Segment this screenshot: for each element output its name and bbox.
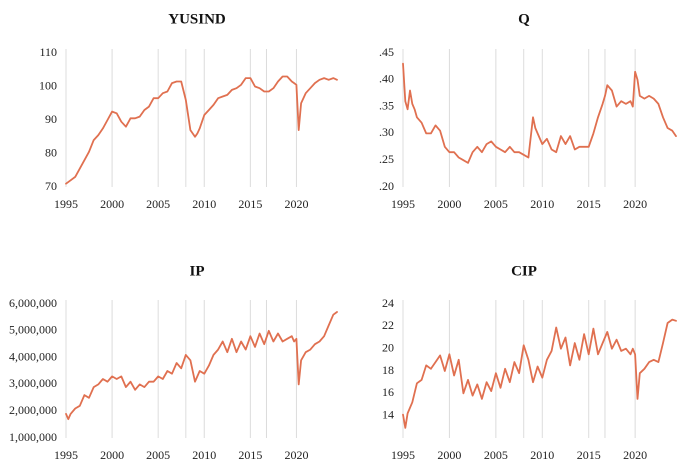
q-title: Q [518,12,530,28]
q-ytick-label: .25 [379,152,394,166]
yusind-ytick-label: 110 [39,45,57,59]
q-xtick-label: 1995 [391,197,415,211]
ip-ytick-label: 6,000,000 [9,296,57,310]
cip-ytick-label: 22 [382,318,394,332]
ip-ytick-label: 2,000,000 [9,403,57,417]
ip-xtick-label: 2005 [146,448,170,462]
cip-xtick-label: 2000 [437,448,461,462]
ip-xtick-label: 2010 [192,448,216,462]
cip-xtick-label: 2005 [484,448,508,462]
q-xtick-label: 2000 [437,197,461,211]
ip-title: IP [190,264,205,280]
ip-xtick-label: 2020 [284,448,308,462]
cip-xtick-label: 1995 [391,448,415,462]
panel-ip: IP 1,000,000 2,000,000 3,000,000 4,000,000 5,… [9,264,338,462]
ip-xtick-label: 2000 [100,448,124,462]
cip-ytick-label: 20 [382,340,394,354]
cip-xtick-label: 2010 [530,448,554,462]
q-ytick-label: .40 [379,72,394,86]
yusind-xtick-label: 2000 [100,197,124,211]
yusind-xtick-label: 2005 [146,197,170,211]
cip-series-line [402,318,677,429]
q-ytick-label: .35 [379,98,394,112]
yusind-title: YUSIND [168,12,226,28]
q-series-line [402,62,677,164]
cip-ytick-label: 24 [382,296,394,310]
yusind-xtick-label: 2015 [238,197,262,211]
yusind-ytick-label: 80 [45,145,57,159]
ip-xtick-label: 2015 [238,448,262,462]
yusind-ytick-label: 70 [45,179,57,193]
q-ytick-label: .45 [379,45,394,59]
cip-title: CIP [511,264,537,280]
q-xtick-label: 2020 [623,197,647,211]
ip-series-line [65,311,338,421]
yusind-ytick-label: 90 [45,112,57,126]
cip-xtick-label: 2015 [577,448,601,462]
yusind-series-line [65,75,338,185]
q-xtick-label: 2005 [484,197,508,211]
q-xtick-label: 2015 [577,197,601,211]
panel-yusind: YUSIND 70 80 90 100 110 1995 2000 2005 2010 2015 20… [39,12,338,211]
ip-ytick-label: 3,000,000 [9,376,57,390]
yusind-xtick-label: 2020 [284,197,308,211]
cip-ytick-label: 18 [382,363,394,377]
q-ytick-label: .20 [379,179,394,193]
yusind-xtick-label: 2010 [192,197,216,211]
ip-ytick-label: 4,000,000 [9,349,57,363]
yusind-xtick-label: 1995 [54,197,78,211]
ip-ytick-label: 1,000,000 [9,430,57,444]
ip-ytick-label: 5,000,000 [9,323,57,337]
q-xtick-label: 2010 [530,197,554,211]
cip-xtick-label: 2020 [623,448,647,462]
q-ytick-label: .30 [379,125,394,139]
panel-q: Q .20 .25 .30 .35 .40 .45 1995 2000 2005 2010 2015 2… [379,12,677,211]
cip-ytick-label: 16 [382,385,394,399]
cip-ytick-label: 14 [382,407,394,421]
panel-cip: CIP 14 16 18 20 22 24 1995 2000 2005 2010 2015 2020 [382,264,677,462]
ip-xtick-label: 1995 [54,448,78,462]
yusind-ytick-label: 100 [39,78,57,92]
